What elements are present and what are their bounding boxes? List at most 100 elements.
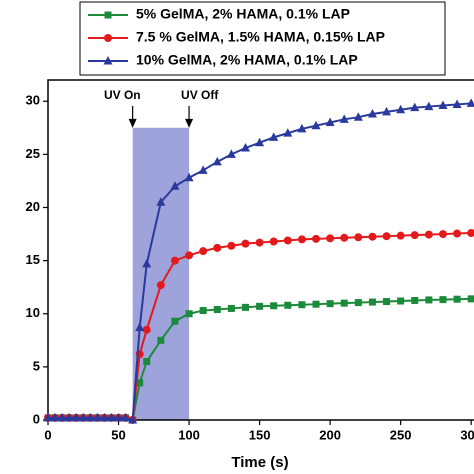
marker [325, 117, 335, 126]
marker [312, 300, 320, 308]
marker [43, 412, 53, 422]
marker [383, 298, 391, 306]
marker [143, 358, 151, 366]
series-line [48, 232, 472, 422]
x-tick-label: 300 [460, 427, 474, 442]
marker [410, 231, 419, 240]
marker [142, 258, 152, 268]
marker [199, 247, 208, 256]
marker [439, 296, 447, 304]
marker [368, 232, 377, 241]
marker [425, 296, 433, 304]
legend-label: 5% GelMA, 2% HAMA, 0.1% LAP [136, 6, 350, 22]
marker [128, 415, 138, 424]
marker [241, 303, 249, 311]
marker [227, 304, 235, 312]
marker [106, 412, 116, 422]
marker [397, 297, 405, 305]
marker [438, 230, 447, 239]
marker [311, 120, 321, 130]
marker [213, 306, 221, 313]
series-line [48, 102, 472, 422]
marker [170, 256, 179, 265]
marker [156, 281, 165, 290]
marker [466, 98, 474, 107]
marker [467, 295, 474, 303]
marker [142, 325, 151, 334]
marker [85, 412, 95, 422]
marker [353, 112, 363, 121]
series-line [48, 297, 472, 422]
marker [78, 412, 88, 422]
marker [71, 412, 81, 422]
marker [297, 235, 306, 244]
y-tick-label: 25 [26, 146, 40, 161]
marker [185, 251, 194, 260]
marker [410, 102, 420, 112]
marker [255, 137, 265, 147]
x-tick-label: 200 [319, 427, 341, 442]
marker [184, 172, 194, 182]
legend-marker [104, 11, 112, 19]
y-tick-label: 5 [33, 358, 40, 373]
marker [157, 336, 165, 344]
x-axis-label: Time (s) [231, 454, 288, 471]
marker [354, 299, 362, 307]
marker [382, 106, 392, 116]
marker [424, 101, 434, 111]
annotation: UV On [104, 88, 141, 102]
marker [199, 307, 207, 315]
y-tick-label: 10 [26, 305, 40, 320]
annotation-arrowhead [185, 118, 194, 128]
x-tick-label: 150 [249, 427, 271, 442]
legend-marker [104, 34, 112, 42]
marker [240, 143, 250, 152]
marker [198, 165, 208, 174]
x-tick-label: 250 [390, 427, 412, 442]
marker [170, 181, 180, 190]
marker [50, 412, 60, 422]
marker [283, 128, 293, 137]
legend-marker [103, 56, 113, 65]
marker [92, 412, 102, 422]
annotation: UV Off [181, 88, 219, 102]
marker [340, 233, 349, 242]
plot-frame [47, 79, 474, 421]
marker [424, 230, 433, 239]
marker [453, 229, 462, 238]
marker [340, 299, 348, 307]
marker [57, 412, 67, 422]
marker [185, 310, 193, 318]
marker [284, 301, 292, 309]
marker [156, 197, 166, 206]
marker [438, 100, 448, 109]
marker [283, 236, 292, 245]
marker [227, 241, 236, 250]
marker [453, 295, 461, 303]
marker [99, 412, 109, 422]
marker [64, 412, 74, 422]
marker [367, 109, 377, 118]
marker [411, 296, 419, 304]
annotation-arrowhead [128, 118, 137, 128]
marker [298, 301, 306, 309]
marker [212, 156, 222, 166]
marker [269, 132, 279, 141]
marker [121, 412, 131, 422]
marker [312, 234, 321, 243]
marker [297, 123, 307, 133]
marker [213, 243, 222, 252]
y-tick-label: 0 [33, 411, 40, 426]
marker [326, 300, 334, 308]
marker [396, 104, 406, 114]
y-tick-label: 30 [26, 93, 40, 108]
marker [171, 317, 179, 325]
marker [135, 322, 145, 332]
marker [354, 233, 363, 242]
marker [368, 298, 376, 306]
marker [452, 99, 462, 108]
marker [226, 149, 236, 158]
marker [255, 238, 264, 247]
